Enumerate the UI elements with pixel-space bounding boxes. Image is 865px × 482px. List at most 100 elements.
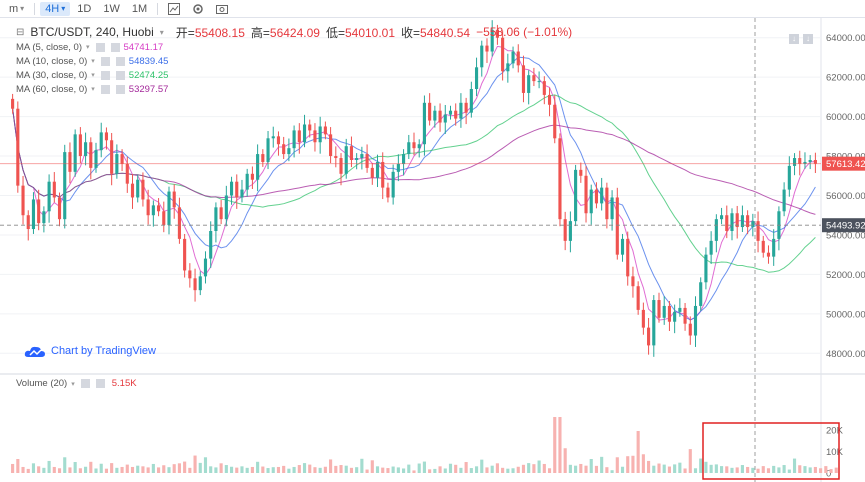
candle-body <box>240 189 244 198</box>
interval-4h-button[interactable]: 4H ▾ <box>40 1 71 16</box>
download-icon[interactable]: ↓ <box>789 34 799 44</box>
volume-bar <box>84 466 88 473</box>
ma-legend-row[interactable]: MA (10, close, 0) ▾ 54839.45 <box>16 54 572 68</box>
volume-bar <box>141 466 145 473</box>
candle-body <box>699 282 703 306</box>
close-icon[interactable] <box>110 42 120 52</box>
high-value: 56424.09 <box>269 25 320 40</box>
ma-legend-row[interactable]: MA (60, close, 0) ▾ 53297.57 <box>16 82 572 96</box>
volume-bar <box>355 467 359 473</box>
camera-icon <box>216 4 229 14</box>
high-label: 高= <box>250 25 270 40</box>
chart-legend: ⊟ BTC/USDT, 240, Huobi ▾ 开=55408.15 高=56… <box>16 24 572 96</box>
volume-bar <box>396 467 400 473</box>
volume-bar <box>735 467 739 473</box>
candle-body <box>84 142 88 157</box>
volume-bar <box>219 463 223 473</box>
close-icon[interactable] <box>95 379 105 388</box>
candle-body <box>57 197 62 220</box>
chevron-down-icon: ▾ <box>61 4 66 13</box>
candle-body <box>99 132 103 151</box>
candle-body <box>203 258 208 277</box>
download-icon[interactable]: ↓ <box>803 34 813 44</box>
chart-type-button[interactable] <box>163 2 185 16</box>
tradingview-watermark[interactable]: Chart by TradingView <box>24 344 156 358</box>
price-tick-label: 62000.00 <box>826 73 865 84</box>
volume-bar <box>537 460 541 473</box>
candle-body <box>297 130 301 143</box>
close-icon[interactable] <box>115 70 125 80</box>
volume-bar <box>63 457 67 473</box>
candle-body <box>563 219 567 241</box>
price-chart[interactable]: 64000.0062000.0060000.0058000.0056000.00… <box>0 18 865 482</box>
symbol-header: ⊟ BTC/USDT, 240, Huobi ▾ 开=55408.15 高=56… <box>16 24 572 40</box>
price-tick-label: 60000.00 <box>826 112 865 123</box>
ma-legend-row[interactable]: MA (5, close, 0) ▾ 54741.17 <box>16 40 572 54</box>
candle-body <box>381 161 385 188</box>
eye-icon[interactable] <box>80 379 90 388</box>
volume-bar <box>245 467 249 473</box>
open-label: 开= <box>175 25 195 40</box>
candle-body <box>407 142 411 155</box>
volume-bar <box>693 468 698 473</box>
volume-bar <box>521 464 526 473</box>
ma-10-line <box>12 56 816 321</box>
watermark-text: Chart by TradingView <box>51 345 156 357</box>
volume-bar <box>214 467 218 473</box>
volume-bar <box>287 468 291 473</box>
screenshot-button[interactable] <box>211 2 233 16</box>
volume-bar <box>829 469 833 473</box>
candle-body <box>261 154 265 162</box>
volume-bar <box>271 467 275 473</box>
candle-body <box>454 110 458 119</box>
ma-legend-row[interactable]: MA (30, close, 0) ▾ 52474.25 <box>16 68 572 82</box>
candle-body <box>355 158 359 160</box>
symbol-title[interactable]: BTC/USDT, 240, Huobi <box>30 25 154 39</box>
volume-bar <box>605 467 609 473</box>
interval-1w-button[interactable]: 1W <box>103 2 120 15</box>
candle-body <box>547 94 552 105</box>
ma-value: 53297.57 <box>128 83 169 95</box>
candle-body <box>130 183 135 198</box>
volume-bar <box>600 456 604 473</box>
candle-body <box>568 221 572 241</box>
crosshair-price-label: 54493.92 <box>826 221 865 232</box>
eye-icon[interactable] <box>100 70 110 80</box>
volume-bar <box>198 462 202 473</box>
candle-body <box>52 181 56 198</box>
volume-bar <box>782 465 786 473</box>
volume-bar <box>365 469 369 473</box>
volume-bar <box>808 467 812 473</box>
volume-bar <box>73 462 77 473</box>
volume-bar <box>167 467 171 473</box>
interval-menu-button[interactable]: m ▾ <box>4 2 29 16</box>
volume-bar <box>37 466 41 473</box>
eye-icon[interactable] <box>95 42 105 52</box>
candle-body <box>334 156 338 159</box>
interval-1d-button[interactable]: 1D <box>77 2 92 15</box>
ma-label: MA (60, close, 0) <box>16 83 88 95</box>
volume-bar <box>412 470 416 473</box>
volume-legend[interactable]: Volume (20) ▾ 5.15K <box>16 378 137 389</box>
settings-button[interactable] <box>187 2 209 16</box>
volume-bar <box>52 466 56 473</box>
volume-bar <box>647 460 651 473</box>
volume-bar <box>386 468 390 473</box>
volume-bar <box>610 470 614 473</box>
volume-bar <box>407 464 411 473</box>
close-icon[interactable] <box>115 84 125 94</box>
collapse-icon[interactable]: ⊟ <box>16 26 25 38</box>
low-value: 54010.01 <box>344 25 396 40</box>
volume-bar <box>203 457 208 473</box>
chevron-down-icon: ▾ <box>71 380 75 388</box>
interval-4h-label: 4H <box>45 2 60 15</box>
close-icon[interactable] <box>115 56 125 66</box>
eye-icon[interactable] <box>100 84 110 94</box>
volume-bar <box>313 467 317 473</box>
volume-bar <box>422 461 426 473</box>
eye-icon[interactable] <box>100 56 110 66</box>
candle-body <box>360 154 364 159</box>
interval-menu-label: m <box>9 2 19 15</box>
candle-body <box>177 207 181 239</box>
interval-1m-button[interactable]: 1M <box>131 2 148 15</box>
